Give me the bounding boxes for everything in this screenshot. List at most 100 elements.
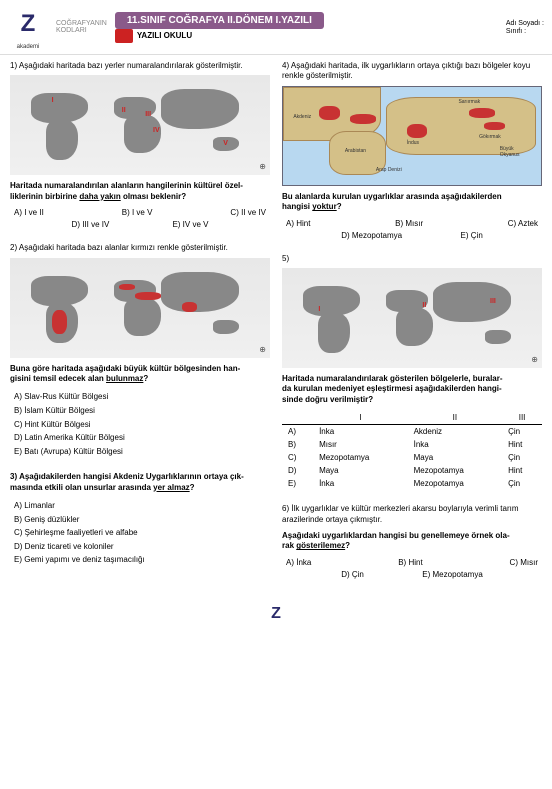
q1-marker-5: V xyxy=(223,140,228,147)
q6-prompt: Aşağıdaki uygarlıklardan hangisi bu gene… xyxy=(282,531,542,552)
q2-optC[interactable]: C) Hint Kültür Bölgesi xyxy=(14,418,270,432)
q5-num: 5) xyxy=(282,254,289,263)
q2-num: 2) xyxy=(10,243,17,252)
q5-marker-3: III xyxy=(490,298,496,305)
lbl-arab: Arabistan xyxy=(345,148,366,154)
lbl-gok: Gökırmak xyxy=(479,134,501,140)
q4-num: 4) xyxy=(282,61,289,70)
q3-optE[interactable]: E) Gemi yapımı ve deniz taşımacılığı xyxy=(14,553,270,567)
q5-num-row: 5) xyxy=(282,254,542,264)
q6-text: 6) İlk uygarlıklar ve kültür merkezleri … xyxy=(282,504,542,525)
q3-optC[interactable]: C) Şehirleşme faaliyetleri ve alfabe xyxy=(14,526,270,540)
brand-sub: akademi xyxy=(8,44,48,50)
logo-block: Z akademi xyxy=(8,4,48,50)
q1-options-row2: D) III ve IV E) IV ve V xyxy=(10,220,270,229)
logo-icon: Z xyxy=(8,4,48,44)
lbl-buyuk: Büyük Okyanus xyxy=(500,146,520,158)
q4-optE[interactable]: E) Çin xyxy=(461,231,483,240)
q6-options-row2: D) Çin E) Mezopotamya xyxy=(282,570,542,579)
q5-th3: III xyxy=(502,411,542,425)
q4-map: Akdeniz Sarıırmak Gökırmak Arabistan Ara… xyxy=(282,86,542,186)
q1-body: Aşağıdaki haritada bazı yerler numaralan… xyxy=(19,61,243,70)
q3-prompt: 3) Aşağıdakilerden hangisi Akdeniz Uygar… xyxy=(10,472,270,493)
q5-marker-2: II xyxy=(422,302,426,309)
q5-map: I II III ⊕ xyxy=(282,268,542,368)
question-5: 5) I II III ⊕ Haritada numaralandırılara… xyxy=(282,254,542,491)
q1-map: I II III IV V ⊕ xyxy=(10,75,270,175)
q3-optB[interactable]: B) Geniş düzlükler xyxy=(14,513,270,527)
video-icon xyxy=(115,29,133,43)
q2-body: Aşağıdaki haritada bazı alanlar kırmızı … xyxy=(19,243,228,252)
page-footer: Z xyxy=(0,599,552,635)
q3-options: A) Limanlar B) Geniş düzlükler C) Şehirl… xyxy=(14,499,270,567)
table-row[interactable]: A)İnkaAkdenizÇin xyxy=(282,425,542,439)
q1-num: 1) xyxy=(10,61,17,70)
exam-title: 11.SINIF COĞRAFYA II.DÖNEM I.YAZILI xyxy=(115,12,324,29)
q4-options-row1: A) Hint B) Mısır C) Aztek xyxy=(282,219,542,228)
table-row[interactable]: D)MayaMezopotamyaHint xyxy=(282,464,542,477)
title-group: 11.SINIF COĞRAFYA II.DÖNEM I.YAZILI YAZI… xyxy=(115,12,324,43)
table-row[interactable]: E)İnkaMezopotamyaÇin xyxy=(282,477,542,490)
footer-logo-icon: Z xyxy=(266,605,286,629)
q2-optD[interactable]: D) Latin Amerika Kültür Bölgesi xyxy=(14,431,270,445)
q1-prompt: Haritada numaralandırılan alanların hang… xyxy=(10,181,270,202)
class-label: Sınıfı : xyxy=(506,28,544,35)
q6-num: 6) xyxy=(282,504,289,513)
table-row[interactable]: B)MısırİnkaHint xyxy=(282,438,542,451)
q4-optB[interactable]: B) Mısır xyxy=(395,219,423,228)
q4-optD[interactable]: D) Mezopotamya xyxy=(341,231,402,240)
q3-optD[interactable]: D) Deniz ticareti ve koloniler xyxy=(14,540,270,554)
q6-options-row1: A) İnka B) Hint C) Mısır xyxy=(282,558,542,567)
subtitle-text: YAZILI OKULU xyxy=(137,31,192,40)
page-header: Z akademi COĞRAFYANIN KODLARI 11.SINIF C… xyxy=(0,0,552,55)
q2-options: A) Slav-Rus Kültür Bölgesi B) İslam Kült… xyxy=(14,390,270,458)
q2-text: 2) Aşağıdaki haritada bazı alanlar kırmı… xyxy=(10,243,270,253)
q2-map: ⊕ xyxy=(10,258,270,358)
right-column: 4) Aşağıdaki haritada, ilk uygarlıkların… xyxy=(282,61,542,593)
tagline-2: KODLARI xyxy=(56,27,107,34)
q1-optA[interactable]: A) I ve II xyxy=(14,208,44,217)
q1-optC[interactable]: C) II ve IV xyxy=(230,208,266,217)
q4-optA[interactable]: A) Hint xyxy=(286,219,310,228)
q4-optC[interactable]: C) Aztek xyxy=(508,219,538,228)
q2-optB[interactable]: B) İslam Kültür Bölgesi xyxy=(14,404,270,418)
q4-options-row2: D) Mezopotamya E) Çin xyxy=(282,231,542,240)
q5-prompt: Haritada numaralandırılarak gösterilen b… xyxy=(282,374,542,405)
q2-optA[interactable]: A) Slav-Rus Kültür Bölgesi xyxy=(14,390,270,404)
q1-options-row1: A) I ve II B) I ve V C) II ve IV xyxy=(10,208,270,217)
tagline-1: COĞRAFYANIN xyxy=(56,20,107,27)
tagline: COĞRAFYANIN KODLARI xyxy=(56,20,107,34)
q3-optA[interactable]: A) Limanlar xyxy=(14,499,270,513)
student-fields: Adı Soyadı : Sınıfı : xyxy=(506,19,544,36)
q4-prompt: Bu alanlarda kurulan uygarlıklar arasınd… xyxy=(282,192,542,213)
q6-optC[interactable]: C) Mısır xyxy=(510,558,538,567)
lbl-akdeniz: Akdeniz xyxy=(293,114,311,120)
q6-optD[interactable]: D) Çin xyxy=(341,570,364,579)
compass-icon: ⊕ xyxy=(531,355,538,364)
q2-optE[interactable]: E) Batı (Avrupa) Kültür Bölgesi xyxy=(14,445,270,459)
q1-optD[interactable]: D) III ve IV xyxy=(72,220,110,229)
content-columns: 1) Aşağıdaki haritada bazı yerler numara… xyxy=(0,55,552,599)
q5-th1: I xyxy=(313,411,408,425)
subtitle-row: YAZILI OKULU xyxy=(115,29,324,43)
q3-num: 3) xyxy=(10,472,17,481)
q1-optB[interactable]: B) I ve V xyxy=(122,208,153,217)
q4-text: 4) Aşağıdaki haritada, ilk uygarlıkların… xyxy=(282,61,542,82)
question-1: 1) Aşağıdaki haritada bazı yerler numara… xyxy=(10,61,270,229)
lbl-sari: Sarıırmak xyxy=(458,99,480,105)
question-4: 4) Aşağıdaki haritada, ilk uygarlıkların… xyxy=(282,61,542,240)
q6-optE[interactable]: E) Mezopotamya xyxy=(422,570,482,579)
compass-icon: ⊕ xyxy=(259,345,266,354)
table-row[interactable]: C)MezopotamyaMayaÇin xyxy=(282,451,542,464)
q1-optE[interactable]: E) IV ve V xyxy=(172,220,208,229)
q5-marker-1: I xyxy=(318,306,320,313)
q1-text: 1) Aşağıdaki haritada bazı yerler numara… xyxy=(10,61,270,71)
lbl-indus: İndus xyxy=(407,140,419,146)
q6-optA[interactable]: A) İnka xyxy=(286,558,311,567)
q1-marker-3: III xyxy=(145,111,151,118)
q5-th2: II xyxy=(408,411,503,425)
q6-optB[interactable]: B) Hint xyxy=(398,558,422,567)
q4-body: Aşağıdaki haritada, ilk uygarlıkların or… xyxy=(282,61,530,80)
q6-body: İlk uygarlıklar ve kültür merkezleri aka… xyxy=(282,504,519,523)
q1-marker-4: IV xyxy=(153,127,160,134)
